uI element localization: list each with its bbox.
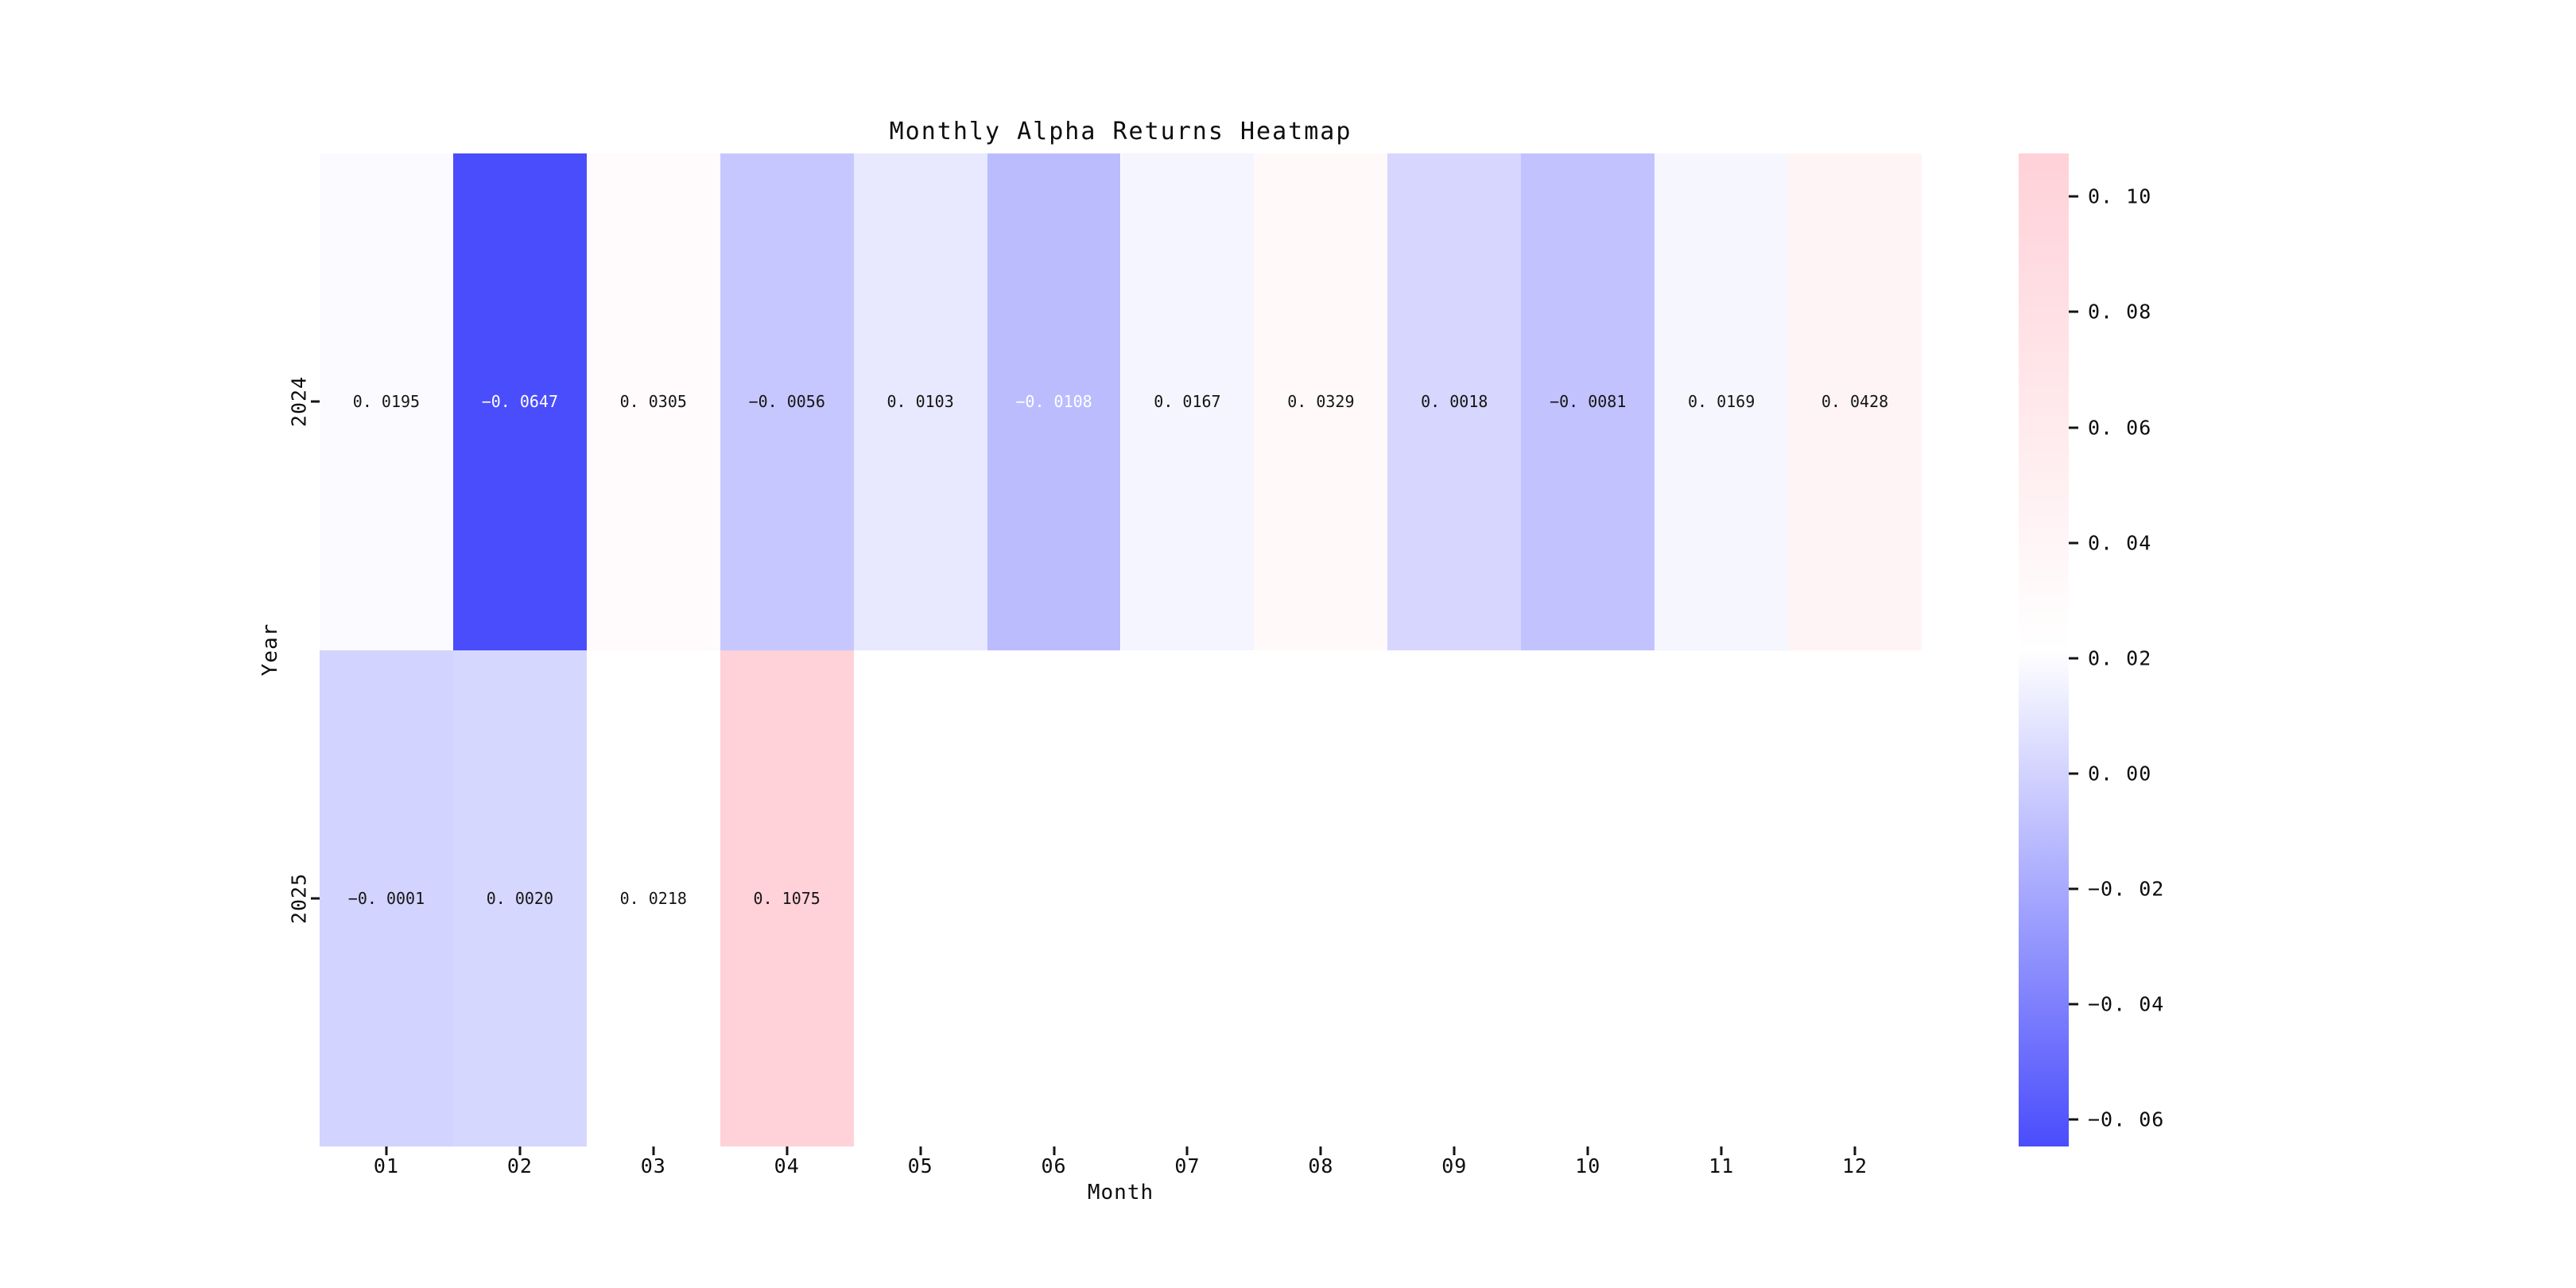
heatmap-cell: 0. 0305: [586, 153, 720, 650]
colorbar-tick-label: −0. 04: [2088, 992, 2165, 1016]
y-tick-mark: [311, 897, 320, 900]
colorbar-tick-label: 0. 08: [2088, 300, 2152, 324]
cell-value: −0. 0108: [1015, 392, 1092, 412]
y-axis-label: Year: [258, 623, 282, 677]
heatmap-cell: [853, 650, 987, 1146]
heatmap-cell: 0. 0020: [452, 650, 587, 1146]
x-tick-label: 08: [1308, 1154, 1334, 1177]
cell-value: 0. 0103: [886, 392, 954, 412]
x-tick-label: 07: [1174, 1154, 1201, 1177]
cell-value: −0. 0001: [347, 888, 425, 908]
chart-title: Monthly Alpha Returns Heatmap: [889, 118, 1352, 145]
heatmap-cell: 0. 0018: [1387, 153, 1522, 650]
colorbar-tick-mark: [2069, 1003, 2078, 1006]
x-tick-mark: [652, 1146, 655, 1155]
x-tick-label: 10: [1575, 1154, 1601, 1177]
heatmap-cell: 0. 0195: [320, 153, 453, 650]
heatmap-cell: 0. 0103: [853, 153, 987, 650]
colorbar-tick-label: 0. 10: [2088, 184, 2152, 208]
x-tick-mark: [1453, 1146, 1456, 1155]
heatmap-cell: [987, 650, 1121, 1146]
colorbar-tick-mark: [2069, 887, 2078, 890]
heatmap-cell: 0. 0329: [1254, 153, 1388, 650]
colorbar-tick-mark: [2069, 426, 2078, 429]
heatmap-cell: 0. 0167: [1120, 153, 1255, 650]
heatmap-cell: [1387, 650, 1522, 1146]
cell-value: −0. 0647: [481, 392, 559, 412]
heatmap-cell: −0. 0081: [1521, 153, 1655, 650]
x-tick-label: 09: [1441, 1154, 1468, 1177]
colorbar-tick-label: −0. 02: [2088, 877, 2165, 901]
y-tick-label: 2024: [287, 376, 311, 428]
heatmap-cell: 0. 1075: [720, 650, 854, 1146]
x-tick-label: 12: [1841, 1154, 1868, 1177]
x-tick-mark: [1053, 1146, 1056, 1155]
colorbar-tick-label: −0. 06: [2088, 1108, 2165, 1131]
heatmap-cell: [1254, 650, 1388, 1146]
x-tick-label: 03: [640, 1154, 666, 1177]
heatmap-cell: [1655, 650, 1789, 1146]
x-tick-label: 02: [506, 1154, 533, 1177]
cell-value: 0. 0305: [619, 392, 687, 412]
heatmap-cell: [1788, 650, 1922, 1146]
x-tick-label: 05: [907, 1154, 933, 1177]
cell-value: 0. 0020: [486, 888, 553, 908]
heatmap-cell: 0. 0218: [586, 650, 720, 1146]
x-tick-mark: [1586, 1146, 1589, 1155]
heatmap-plot-area: 0. 0195 −0. 0647 0. 0305 −0. 0056 0. 0103 −0.…: [320, 153, 1922, 1146]
heatmap-cell: 0. 0428: [1788, 153, 1922, 650]
x-tick-mark: [919, 1146, 922, 1155]
heatmap-cell: −0. 0001: [320, 650, 453, 1146]
x-tick-label: 01: [373, 1154, 400, 1177]
x-tick-mark: [1720, 1146, 1723, 1155]
x-tick-mark: [786, 1146, 789, 1155]
cell-value: 0. 0169: [1687, 392, 1755, 412]
y-tick-label: 2025: [287, 872, 311, 924]
x-axis-label: Month: [1087, 1181, 1154, 1205]
cell-value: −0. 0056: [748, 392, 825, 412]
colorbar-tick-label: 0. 06: [2088, 416, 2152, 440]
colorbar-tick-label: 0. 02: [2088, 646, 2152, 670]
colorbar-tick-mark: [2069, 657, 2078, 660]
cell-value: −0. 0081: [1550, 392, 1627, 412]
cell-value: 0. 0167: [1154, 392, 1221, 412]
x-tick-mark: [1185, 1146, 1189, 1155]
cell-value: 0. 0218: [619, 888, 687, 908]
heatmap-cell: −0. 0108: [987, 153, 1121, 650]
cell-value: 0. 0195: [352, 392, 421, 412]
colorbar-tick-mark: [2069, 772, 2078, 775]
cell-value: 0. 0329: [1287, 392, 1355, 412]
heatmap-cell: −0. 0647: [452, 153, 587, 650]
colorbar: [2019, 153, 2069, 1146]
colorbar-tick-label: 0. 00: [2088, 762, 2152, 786]
y-tick-mark: [311, 400, 320, 403]
x-tick-label: 11: [1709, 1154, 1735, 1177]
colorbar-tick-label: 0. 04: [2088, 531, 2152, 555]
colorbar-tick-mark: [2069, 195, 2078, 198]
x-tick-mark: [1853, 1146, 1856, 1155]
x-tick-label: 06: [1041, 1154, 1067, 1177]
colorbar-tick-mark: [2069, 1118, 2078, 1121]
heatmap-cell: 0. 0169: [1655, 153, 1789, 650]
cell-value: 0. 0018: [1421, 392, 1488, 412]
colorbar-tick-mark: [2069, 310, 2078, 313]
heatmap-cell: [1521, 650, 1655, 1146]
x-tick-mark: [1319, 1146, 1322, 1155]
x-tick-label: 04: [774, 1154, 800, 1177]
x-tick-mark: [518, 1146, 522, 1155]
heatmap-cell: −0. 0056: [720, 153, 854, 650]
x-tick-mark: [385, 1146, 388, 1155]
cell-value: 0. 0428: [1821, 392, 1889, 412]
heatmap-cell: [1120, 650, 1255, 1146]
colorbar-tick-mark: [2069, 541, 2078, 545]
cell-value: 0. 1075: [753, 888, 821, 908]
